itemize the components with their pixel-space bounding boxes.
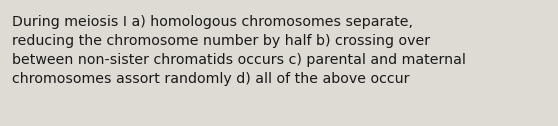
Text: During meiosis I a) homologous chromosomes separate,
reducing the chromosome num: During meiosis I a) homologous chromosom… — [12, 15, 466, 86]
